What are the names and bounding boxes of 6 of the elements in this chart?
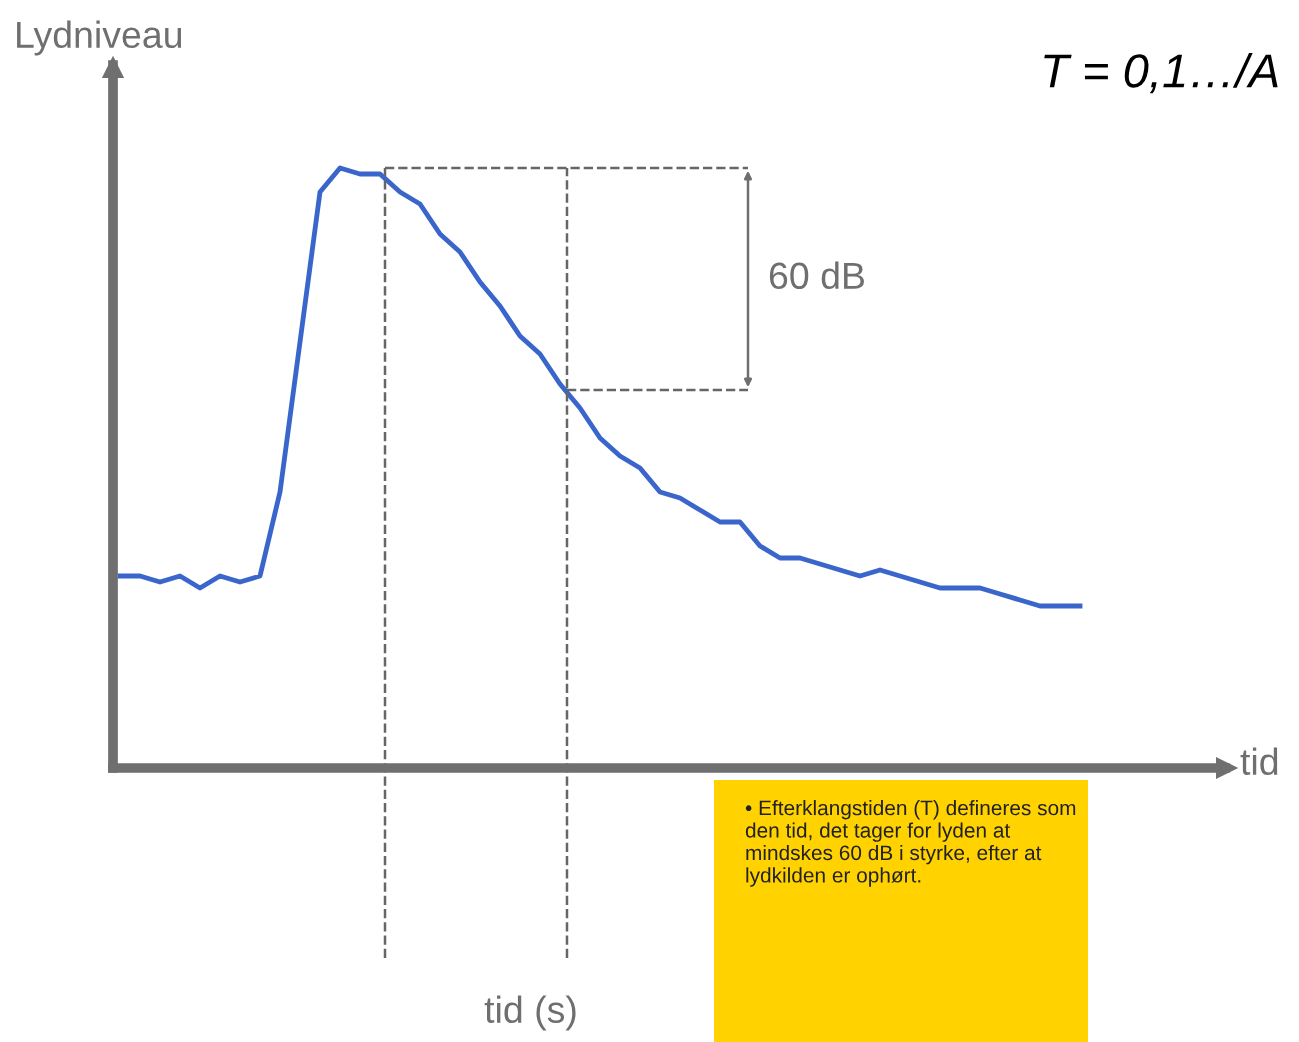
x-axis-title: tid xyxy=(1240,747,1278,776)
annotation: 60 dB xyxy=(769,261,865,290)
text: tid (s) xyxy=(484,995,576,1031)
text: • Efterklangstiden (T) defineres som den tid, det tager for lyden at mindskes 60 dB i styrke, efter at lydkilden er ophørt. xyxy=(745,800,1076,887)
y-axis-title: Lydniveau xyxy=(17,20,182,56)
text: T = 0,1…/A xyxy=(1044,52,1278,94)
